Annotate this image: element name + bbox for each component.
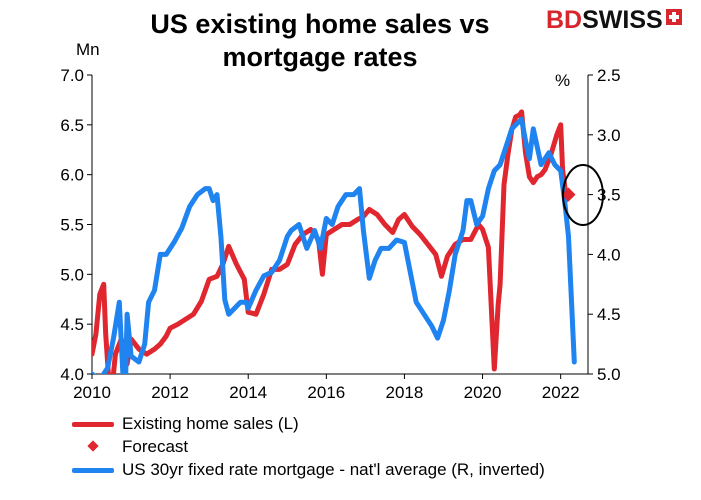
x-tick-label: 2020 <box>464 383 502 402</box>
left-tick-label: 5.0 <box>60 265 84 284</box>
right-tick-label: 3.5 <box>597 186 621 205</box>
right-tick-label: 5.0 <box>597 365 621 384</box>
forecast-highlight-circle <box>562 164 604 226</box>
left-tick-label: 7.0 <box>60 66 84 85</box>
right-tick-label: 4.5 <box>597 305 621 324</box>
x-tick-label: 2012 <box>151 383 189 402</box>
swiss-cross-icon <box>665 8 682 25</box>
series-group <box>92 109 577 374</box>
brand-swiss: SWISS <box>582 6 663 34</box>
right-tick-label: 2.5 <box>597 66 621 85</box>
legend-key-sales <box>70 414 118 434</box>
x-tick-label: 2014 <box>229 383 267 402</box>
legend-key-mortgage <box>70 460 118 480</box>
right-axis-unit: % <box>555 71 571 90</box>
legend-item-forecast: Forecast <box>70 435 545 458</box>
right-tick-label: 3.0 <box>597 126 621 145</box>
right-tick-label: 4.0 <box>597 245 621 264</box>
left-tick-label: 5.5 <box>60 216 84 235</box>
series-layer <box>92 109 577 374</box>
mortgage-rate-line <box>92 116 577 374</box>
x-tick-label: 2022 <box>542 383 580 402</box>
x-tick-label: 2010 <box>73 383 111 402</box>
legend: Existing home sales (L) Forecast US 30yr… <box>70 412 545 481</box>
brand-logo: BD SWISS <box>546 6 682 35</box>
legend-key-forecast <box>70 437 118 457</box>
brand-bd: BD <box>546 6 583 34</box>
left-tick-label: 6.5 <box>60 116 84 135</box>
left-tick-label: 4.0 <box>60 365 84 384</box>
x-tick-label: 2016 <box>307 383 345 402</box>
chart-title: US existing home sales vs mortgage rates <box>150 9 490 72</box>
legend-label-forecast: Forecast <box>122 436 189 456</box>
left-tick-label: 4.5 <box>60 315 84 334</box>
left-axis-unit: Mn <box>76 40 100 59</box>
x-tick-label: 2018 <box>386 383 424 402</box>
legend-item-sales: Existing home sales (L) <box>70 412 545 435</box>
legend-item-mortgage: US 30yr fixed rate mortgage - nat'l aver… <box>70 458 545 481</box>
legend-label-mortgage: US 30yr fixed rate mortgage - nat'l aver… <box>122 459 545 479</box>
forecast-point <box>561 187 576 202</box>
legend-label-sales: Existing home sales (L) <box>122 413 299 433</box>
left-tick-label: 6.0 <box>60 166 84 185</box>
